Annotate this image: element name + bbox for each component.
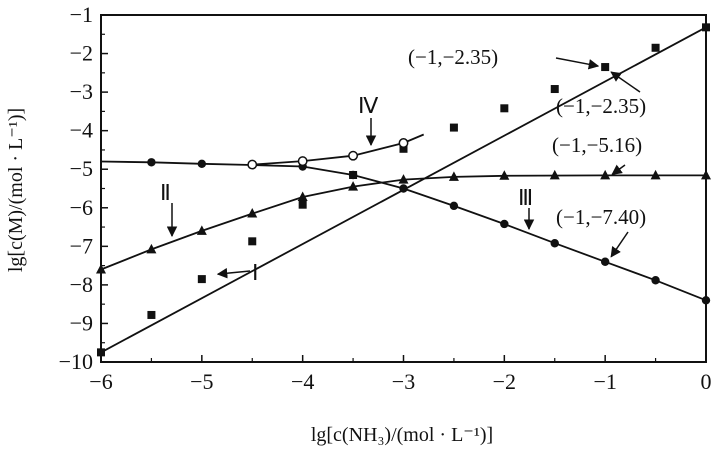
series-label-iv: Ⅳ — [358, 93, 379, 118]
series-2-point — [448, 171, 459, 181]
y-tick-label: −10 — [59, 349, 93, 374]
series-2-point — [297, 191, 308, 201]
series-1-point — [97, 348, 105, 357]
series-line-iv — [252, 133, 425, 166]
series-2-point — [146, 243, 157, 254]
x-tick-label: −3 — [392, 369, 415, 394]
series-2-point — [247, 208, 258, 218]
arrow-annotation-i-lower — [610, 71, 641, 93]
y-tick-label: −2 — [70, 41, 93, 66]
series-2-point — [549, 169, 560, 180]
y-tick-label: −9 — [70, 310, 93, 335]
series-4-point — [297, 156, 308, 167]
series-2-point — [701, 169, 711, 180]
series-3-point — [500, 219, 509, 229]
y-tick-label: −6 — [70, 195, 93, 220]
series-label-ii: Ⅱ — [160, 180, 171, 205]
x-tick-label: −2 — [493, 369, 516, 394]
series-2-point — [196, 225, 207, 235]
series-2-point — [650, 169, 661, 180]
series-4-point — [398, 138, 409, 148]
series-3-point — [701, 296, 711, 305]
arrow-annotation-ii — [611, 164, 626, 176]
arrow-annotation-i-upper — [555, 57, 600, 70]
y-tick-label: −4 — [70, 118, 93, 143]
series-1-point — [248, 237, 257, 246]
x-tick-label: −1 — [593, 369, 616, 394]
series-2-point — [499, 170, 510, 180]
y-tick-label: −8 — [70, 272, 93, 297]
series-1-point — [147, 310, 156, 319]
series-1-point — [197, 275, 206, 284]
x-tick-label: −5 — [190, 369, 213, 394]
annotation-iii: (−1,−7.40) — [556, 205, 646, 229]
series-1-point — [651, 43, 660, 52]
series-3-point — [197, 159, 207, 169]
series-markers — [96, 23, 711, 357]
y-tick-label: −3 — [70, 79, 93, 104]
annotations: Ⅳ Ⅱ Ⅲ Ⅰ (−1,−2.35) (−1,−2.35) (−1,−5.16)… — [160, 45, 646, 285]
series-label-iii: Ⅲ — [518, 185, 533, 210]
series-1-point — [500, 104, 509, 113]
series-1-point — [601, 63, 610, 72]
series-3-point — [399, 184, 408, 193]
y-tick-label: −1 — [70, 2, 93, 27]
series-1-point — [298, 200, 307, 209]
series-2-point — [96, 263, 106, 274]
annotation-arrows — [166, 57, 641, 279]
series-2-point — [600, 169, 611, 180]
series-3-point — [651, 276, 660, 285]
y-axis-label: lg[c(M)/(mol · L⁻¹)] — [5, 108, 27, 272]
series-3-point — [147, 158, 156, 167]
annotation-i-lower: (−1,−2.35) — [556, 94, 646, 118]
series-3-point — [600, 257, 610, 266]
arrow-annotation-iii — [610, 231, 629, 258]
series-2-point — [348, 181, 359, 191]
series-4-point — [247, 159, 258, 170]
y-tick-label: −7 — [70, 233, 93, 258]
annotation-ii: (−1,−5.16) — [552, 133, 642, 157]
y-tick-label: −5 — [70, 156, 93, 181]
series-2-point — [398, 174, 409, 184]
series-4-point — [348, 150, 359, 161]
arrow-label-i — [216, 267, 251, 279]
x-tick-label: 0 — [701, 369, 711, 394]
series-3-point — [449, 201, 459, 211]
axis-ticks: −6 −5 −4 −3 −2 −1 0−10−9−8−7−6−5−4−3−2−1 — [59, 2, 711, 394]
series-1-point — [399, 144, 408, 153]
series-3-point — [348, 170, 358, 180]
x-tick-label: −4 — [291, 369, 314, 394]
series-3-point — [550, 239, 559, 248]
x-tick-label: −6 — [89, 369, 112, 394]
series-label-i: Ⅰ — [252, 260, 259, 285]
x-axis-label: lg[c(NH₃)/(mol · L⁻¹)] — [311, 424, 493, 446]
series-1-point — [449, 123, 458, 132]
annotation-i-upper: (−1,−2.35) — [408, 45, 498, 69]
series-1-point — [550, 85, 559, 94]
series-1-point — [702, 23, 710, 32]
